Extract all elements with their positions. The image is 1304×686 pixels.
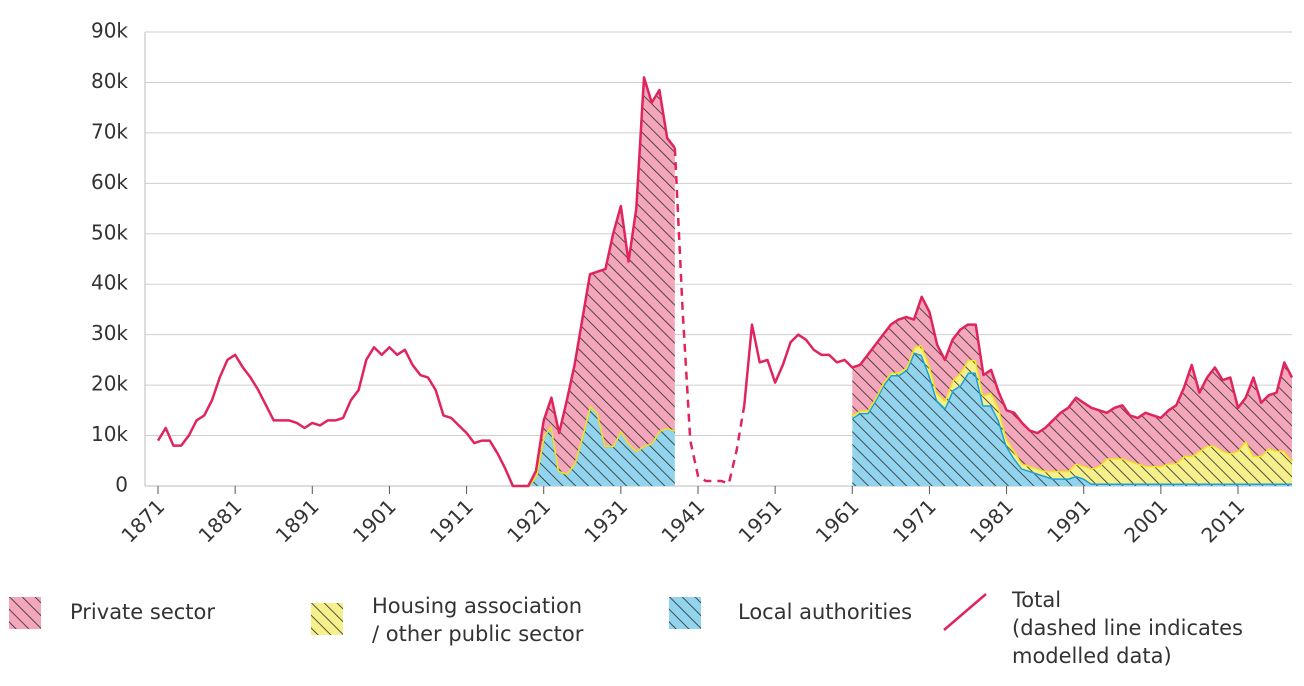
legend-label: Total (dashed line indicates modelled da… xyxy=(1012,588,1243,668)
legend-label: Private sector xyxy=(70,600,216,624)
x-tick-label: 1871 xyxy=(116,494,169,547)
y-tick-label: 0 xyxy=(115,473,128,497)
legend-label: Housing association / other public secto… xyxy=(372,594,584,646)
x-tick-label: 1931 xyxy=(579,494,632,547)
area xyxy=(852,344,1292,484)
y-tick-label: 50k xyxy=(91,220,128,244)
y-tick-label: 30k xyxy=(91,321,128,345)
area xyxy=(528,405,675,486)
legend-item: Total (dashed line indicates modelled da… xyxy=(940,588,1243,670)
total-line xyxy=(156,76,676,488)
y-tick-label: 90k xyxy=(91,19,128,43)
x-tick-label: 1981 xyxy=(965,494,1018,547)
x-tick-label: 1901 xyxy=(348,494,401,547)
legend: Private sector Housing association / othe… xyxy=(0,588,1304,686)
swatch xyxy=(669,597,701,629)
x-tick-label: 1991 xyxy=(1042,494,1095,547)
legend-item: Local authorities xyxy=(668,592,912,630)
swatch-line xyxy=(943,593,987,631)
y-tick-label: 10k xyxy=(91,422,128,446)
x-tick-label: 1971 xyxy=(888,494,941,547)
legend-swatch xyxy=(9,597,41,629)
x-tick-label: 1911 xyxy=(425,494,478,547)
area xyxy=(528,77,675,487)
area xyxy=(852,352,1292,486)
y-tick-label: 70k xyxy=(91,119,128,143)
x-tick-label: 1891 xyxy=(271,494,324,547)
y-tick-label: 40k xyxy=(91,271,128,295)
legend-swatch xyxy=(943,593,987,631)
x-tick-label: 1921 xyxy=(502,494,555,547)
area xyxy=(852,296,1292,471)
legend-item: Private sector xyxy=(8,592,215,630)
legend-label: Local authorities xyxy=(738,600,913,624)
y-tick-label: 80k xyxy=(91,69,128,93)
x-tick-label: 2011 xyxy=(1196,494,1249,547)
x-tick-label: 1951 xyxy=(734,494,787,547)
total-line xyxy=(743,295,1294,435)
x-tick-label: 1941 xyxy=(656,494,709,547)
x-tick-label: 1961 xyxy=(811,494,864,547)
legend-swatch xyxy=(311,603,343,635)
x-tick-label: 1881 xyxy=(194,494,247,547)
y-tick-label: 20k xyxy=(91,372,128,396)
y-tick-label: 60k xyxy=(91,170,128,194)
chart: 0 10k 20k 30k 40k 50k 60k 70k 80k 90k 1871 1881 1891… xyxy=(91,19,1294,547)
total-line xyxy=(673,147,746,485)
legend-item: Housing association / other public secto… xyxy=(310,592,583,648)
swatch xyxy=(9,597,41,629)
legend-swatch xyxy=(669,597,701,629)
x-tick-label: 2001 xyxy=(1119,494,1172,547)
swatch xyxy=(311,603,343,635)
